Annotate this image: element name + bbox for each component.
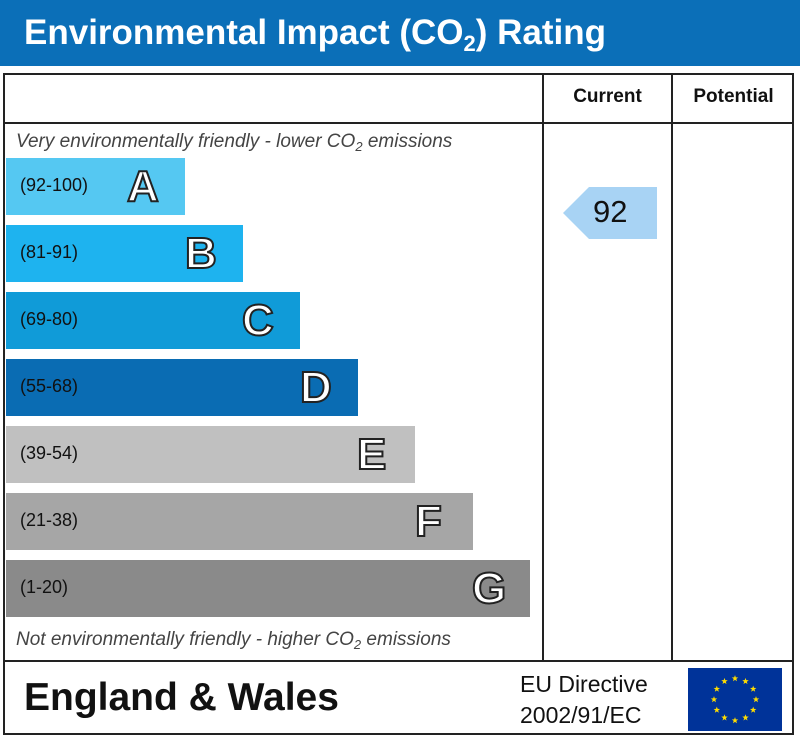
eu-star-icon <box>713 685 721 692</box>
header-row-divider <box>3 122 794 124</box>
eu-star-icon <box>731 675 739 682</box>
eu-flag-icon <box>688 668 782 731</box>
band-range-label: (39-54) <box>20 443 79 463</box>
current-rating-value: 92 <box>593 194 628 229</box>
note-bottom: Not environmentally friendly - higher CO… <box>16 629 451 652</box>
eu-star-icon <box>710 696 718 703</box>
eu-star-icon <box>749 685 757 692</box>
band-range-label: (55-68) <box>20 376 79 396</box>
note-top: Very environmentally friendly - lower CO… <box>16 131 453 154</box>
band-f: (21-38) F <box>6 493 473 550</box>
eu-star-icon <box>731 717 739 724</box>
arrow-shape <box>563 187 657 239</box>
region-label: England & Wales <box>24 676 339 719</box>
column-header-current: Current <box>573 86 642 107</box>
eu-star-icon <box>752 696 760 703</box>
band-range-label: (69-80) <box>20 309 79 329</box>
band-range-label: (92-100) <box>20 175 89 195</box>
column-header-potential: Potential <box>693 86 774 107</box>
divider-current-left <box>542 75 544 661</box>
eu-star-icon <box>721 677 728 685</box>
eu-star-icon <box>742 677 749 685</box>
band-letter: B <box>184 228 218 279</box>
page-title: Environmental Impact (CO2) Rating <box>24 13 607 56</box>
band-g: (1-20) G <box>6 560 530 617</box>
band-a: (92-100) A <box>6 158 185 215</box>
directive-line-2: 2002/91/EC <box>520 702 642 728</box>
footer-row-divider <box>3 660 794 662</box>
divider-potential-left <box>671 75 673 661</box>
current-rating-arrow: 92 <box>563 187 657 239</box>
eu-star-icon <box>742 714 749 721</box>
band-letter: E <box>356 429 387 480</box>
band-letter: C <box>241 295 275 346</box>
band-range-label: (1-20) <box>20 577 69 597</box>
header-banner: Environmental Impact (CO2) Rating <box>0 0 800 66</box>
band-letter: D <box>299 362 333 413</box>
band-letter: A <box>126 161 160 212</box>
band-range-label: (81-91) <box>20 242 79 262</box>
directive-line-1: EU Directive <box>520 671 648 697</box>
eu-star-icon <box>749 706 757 713</box>
band-e: (39-54) E <box>6 426 415 483</box>
eu-star-icon <box>721 714 728 721</box>
band-c: (69-80) C <box>6 292 300 349</box>
band-range-label: (21-38) <box>20 510 79 530</box>
eu-star-icon <box>713 706 721 713</box>
band-letter: F <box>414 496 443 547</box>
band-d: (55-68) D <box>6 359 358 416</box>
band-b: (81-91) B <box>6 225 243 282</box>
band-letter: G <box>471 563 507 614</box>
rating-table-frame <box>3 73 794 735</box>
